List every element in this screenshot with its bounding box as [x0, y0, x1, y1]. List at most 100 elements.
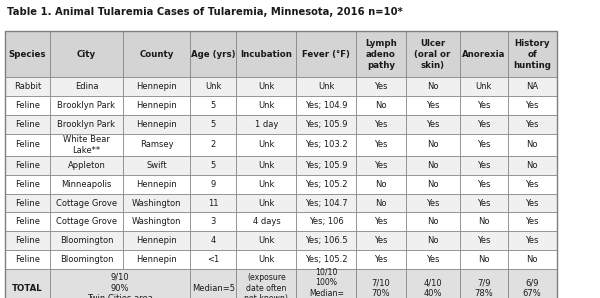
Text: Yes: Yes [374, 217, 388, 226]
Text: Yes: Yes [477, 180, 490, 189]
Text: Unk: Unk [258, 198, 275, 208]
Bar [190, 194, 236, 212]
Text: Yes: Yes [374, 120, 388, 129]
Bar [296, 31, 356, 77]
Text: Brooklyn Park: Brooklyn Park [58, 120, 115, 129]
Bar [460, 194, 508, 212]
Bar [406, 250, 460, 269]
Bar [356, 175, 406, 194]
Text: No: No [375, 180, 387, 189]
Text: 1 day: 1 day [255, 120, 278, 129]
Text: Yes: Yes [477, 198, 490, 208]
Text: Unk: Unk [318, 82, 335, 91]
Text: 4 days: 4 days [253, 217, 280, 226]
Bar [460, 156, 508, 175]
Bar [123, 194, 190, 212]
Text: Yes; 104.9: Yes; 104.9 [305, 101, 347, 110]
Text: Feline: Feline [15, 101, 40, 110]
Bar [406, 175, 460, 194]
Bar [356, 31, 406, 77]
Bar [5, 175, 50, 194]
Text: 9: 9 [211, 180, 216, 189]
Bar [460, 250, 508, 269]
Text: Swift: Swift [146, 161, 167, 170]
Bar [296, 250, 356, 269]
Bar [50, 31, 123, 77]
Text: 5: 5 [211, 101, 216, 110]
Text: Yes; 106: Yes; 106 [309, 217, 344, 226]
Bar [123, 115, 190, 134]
Bar [508, 115, 557, 134]
Bar [460, 96, 508, 115]
Bar [190, 250, 236, 269]
Text: Yes: Yes [374, 255, 388, 264]
Bar [356, 134, 406, 156]
Bar [5, 231, 50, 250]
Text: No: No [526, 161, 538, 170]
Bar [123, 231, 190, 250]
Bar [406, 156, 460, 175]
Text: Yes: Yes [426, 198, 439, 208]
Bar [50, 231, 123, 250]
Bar [5, 250, 50, 269]
Bar [406, 269, 460, 298]
Bar [50, 115, 123, 134]
Bar [460, 77, 508, 96]
Bar [5, 212, 50, 231]
Text: Yes: Yes [526, 236, 539, 245]
Bar [296, 115, 356, 134]
Bar [508, 77, 557, 96]
Text: Unk: Unk [258, 161, 275, 170]
Text: NA: NA [526, 82, 538, 91]
Text: Yes; 105.2: Yes; 105.2 [305, 255, 347, 264]
Bar [50, 250, 123, 269]
Bar [190, 96, 236, 115]
Bar [123, 96, 190, 115]
Bar [296, 156, 356, 175]
Text: Rabbit: Rabbit [14, 82, 41, 91]
Text: Feline: Feline [15, 161, 40, 170]
Bar [406, 194, 460, 212]
Text: Feline: Feline [15, 198, 40, 208]
Text: Unk: Unk [258, 140, 275, 150]
Text: 5: 5 [211, 161, 216, 170]
Text: Hennepin: Hennepin [136, 120, 177, 129]
Text: Unk: Unk [258, 236, 275, 245]
Text: No: No [526, 140, 538, 150]
Text: Yes: Yes [477, 101, 490, 110]
Text: Yes: Yes [374, 236, 388, 245]
Text: Yes; 105.9: Yes; 105.9 [305, 120, 347, 129]
Text: Lymph
adeno
pathy: Lymph adeno pathy [365, 39, 397, 70]
Bar [356, 77, 406, 96]
Bar [190, 115, 236, 134]
Text: No: No [427, 217, 439, 226]
Text: Fever (°F): Fever (°F) [302, 50, 350, 59]
Text: Hennepin: Hennepin [136, 236, 177, 245]
Bar [5, 134, 50, 156]
Text: 10/10
100%
Median=
105*: 10/10 100% Median= 105* [309, 268, 344, 298]
Bar [508, 250, 557, 269]
Bar [123, 31, 190, 77]
Text: Unk: Unk [258, 101, 275, 110]
Text: 2: 2 [211, 140, 216, 150]
Text: Unk: Unk [205, 82, 221, 91]
Text: Ramsey: Ramsey [140, 140, 173, 150]
Text: 11: 11 [208, 198, 218, 208]
Bar [50, 269, 190, 298]
Text: 4/10
40%: 4/10 40% [423, 278, 442, 298]
Bar [236, 231, 296, 250]
Bar [508, 156, 557, 175]
Text: <1: <1 [207, 255, 220, 264]
Bar [190, 231, 236, 250]
Text: Yes; 103.2: Yes; 103.2 [305, 140, 348, 150]
Bar [296, 134, 356, 156]
Bar [50, 134, 123, 156]
Bar [236, 175, 296, 194]
Text: Bloomington: Bloomington [59, 255, 113, 264]
Text: No: No [478, 217, 490, 226]
Text: Brooklyn Park: Brooklyn Park [58, 101, 115, 110]
Text: Anorexia: Anorexia [462, 50, 505, 59]
Bar [296, 175, 356, 194]
Bar [296, 96, 356, 115]
Bar [356, 250, 406, 269]
